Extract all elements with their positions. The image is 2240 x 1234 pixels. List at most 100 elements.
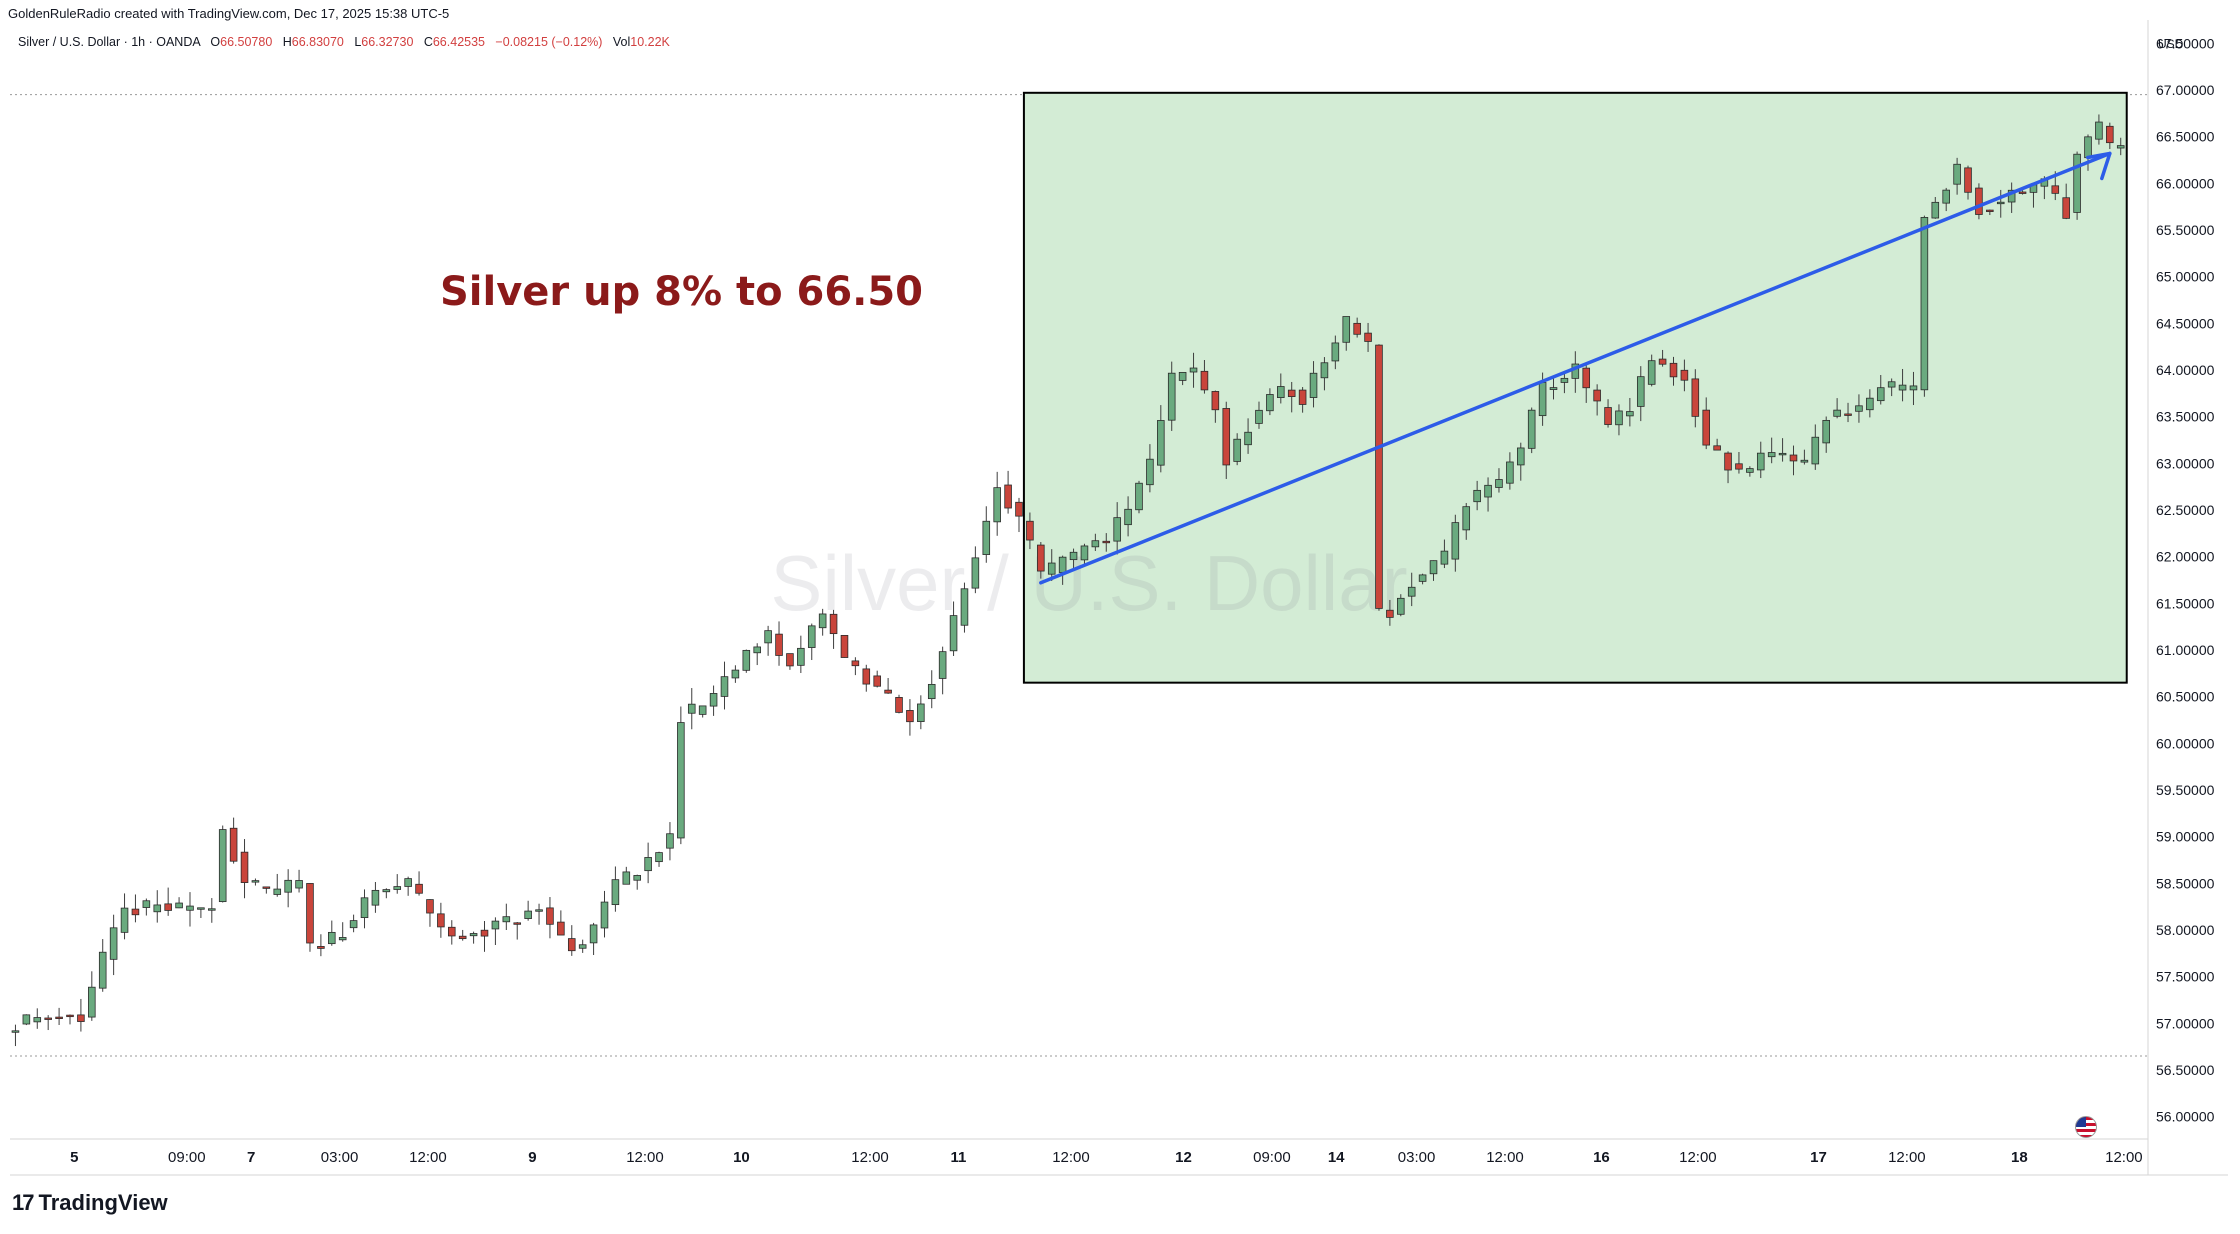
candle[interactable]	[1309, 361, 1318, 408]
candle[interactable]	[895, 694, 903, 714]
candle[interactable]	[1222, 401, 1231, 479]
candle[interactable]	[1516, 442, 1525, 481]
candle[interactable]	[1876, 374, 1885, 405]
candle[interactable]	[1975, 183, 1983, 220]
us-flag-icon[interactable]	[2075, 1116, 2097, 1138]
candle[interactable]	[109, 914, 118, 976]
candle[interactable]	[1331, 335, 1340, 370]
candle[interactable]	[1124, 496, 1132, 537]
candle[interactable]	[764, 625, 772, 656]
candle[interactable]	[1767, 437, 1776, 464]
candle[interactable]	[44, 1015, 52, 1031]
candle[interactable]	[1397, 594, 1405, 617]
candle[interactable]	[851, 657, 860, 676]
candle[interactable]	[611, 866, 620, 912]
candle[interactable]	[982, 506, 991, 563]
candle[interactable]	[949, 601, 958, 656]
candle[interactable]	[284, 869, 292, 908]
candle[interactable]	[1953, 157, 1961, 195]
candle[interactable]	[1244, 418, 1252, 454]
candle[interactable]	[98, 939, 107, 992]
candle[interactable]	[1026, 512, 1034, 550]
candle[interactable]	[1560, 372, 1569, 394]
candle[interactable]	[1866, 389, 1874, 418]
candle[interactable]	[2116, 137, 2125, 156]
candle[interactable]	[1178, 371, 1187, 386]
candle[interactable]	[687, 688, 696, 730]
candle[interactable]	[622, 866, 631, 885]
candle[interactable]	[382, 888, 391, 899]
candle[interactable]	[513, 922, 522, 940]
candle[interactable]	[1593, 384, 1601, 416]
candle[interactable]	[655, 851, 663, 867]
candle[interactable]	[1604, 399, 1612, 428]
candle[interactable]	[273, 873, 282, 897]
candle[interactable]	[1407, 572, 1416, 607]
candle[interactable]	[1658, 349, 1667, 367]
candle[interactable]	[88, 971, 96, 1021]
candle[interactable]	[295, 869, 303, 893]
candle[interactable]	[1015, 497, 1023, 533]
candle[interactable]	[1386, 599, 1394, 626]
candle[interactable]	[677, 706, 685, 845]
candle[interactable]	[1680, 359, 1689, 392]
candle[interactable]	[535, 903, 543, 925]
candle[interactable]	[1004, 470, 1012, 514]
candle[interactable]	[120, 893, 129, 940]
candle[interactable]	[829, 609, 838, 649]
candle[interactable]	[971, 546, 980, 594]
candle[interactable]	[1756, 441, 1765, 479]
candle[interactable]	[2062, 183, 2070, 220]
candle[interactable]	[840, 634, 849, 658]
candle[interactable]	[1167, 361, 1176, 431]
candle[interactable]	[2073, 151, 2081, 220]
candle[interactable]	[1931, 196, 1940, 219]
candle[interactable]	[426, 899, 434, 927]
candle[interactable]	[906, 699, 914, 736]
candle[interactable]	[720, 661, 729, 710]
candle[interactable]	[1986, 209, 1994, 216]
candle[interactable]	[360, 889, 369, 929]
candle[interactable]	[1429, 560, 1438, 581]
candle[interactable]	[186, 892, 194, 927]
candle[interactable]	[208, 898, 216, 923]
candle[interactable]	[1549, 377, 1558, 400]
trend-arrow[interactable]	[2086, 151, 2112, 181]
candle[interactable]	[1113, 502, 1121, 555]
candle[interactable]	[1102, 533, 1111, 552]
candle[interactable]	[317, 934, 325, 957]
symbol-legend[interactable]: Silver / U.S. Dollar · 1h · OANDA O66.50…	[18, 35, 670, 49]
candle[interactable]	[1462, 502, 1471, 540]
candle[interactable]	[77, 998, 85, 1032]
candle[interactable]	[240, 839, 249, 899]
candle[interactable]	[1069, 548, 1078, 569]
candle[interactable]	[1375, 344, 1383, 611]
candle[interactable]	[698, 705, 707, 718]
candle[interactable]	[1920, 215, 1929, 397]
candle[interactable]	[491, 917, 500, 945]
candle[interactable]	[415, 871, 423, 896]
candle[interactable]	[1157, 405, 1165, 473]
candle[interactable]	[393, 874, 402, 894]
candle[interactable]	[1909, 371, 1918, 406]
candle[interactable]	[131, 894, 140, 923]
candle[interactable]	[742, 649, 751, 673]
candle[interactable]	[1135, 480, 1143, 514]
candle[interactable]	[1800, 449, 1809, 465]
candle[interactable]	[1353, 317, 1361, 338]
candle[interactable]	[197, 907, 205, 918]
candle[interactable]	[1778, 438, 1787, 462]
candle[interactable]	[993, 471, 1001, 536]
candle[interactable]	[753, 643, 761, 666]
candle[interactable]	[1811, 424, 1820, 470]
candle[interactable]	[1822, 416, 1830, 453]
candle[interactable]	[1942, 187, 1950, 212]
candle[interactable]	[1669, 356, 1678, 386]
candle[interactable]	[11, 1024, 20, 1047]
candle[interactable]	[600, 890, 609, 938]
candle[interactable]	[2106, 122, 2114, 150]
candle[interactable]	[1277, 373, 1285, 404]
candle[interactable]	[873, 670, 881, 688]
candle[interactable]	[797, 635, 805, 674]
